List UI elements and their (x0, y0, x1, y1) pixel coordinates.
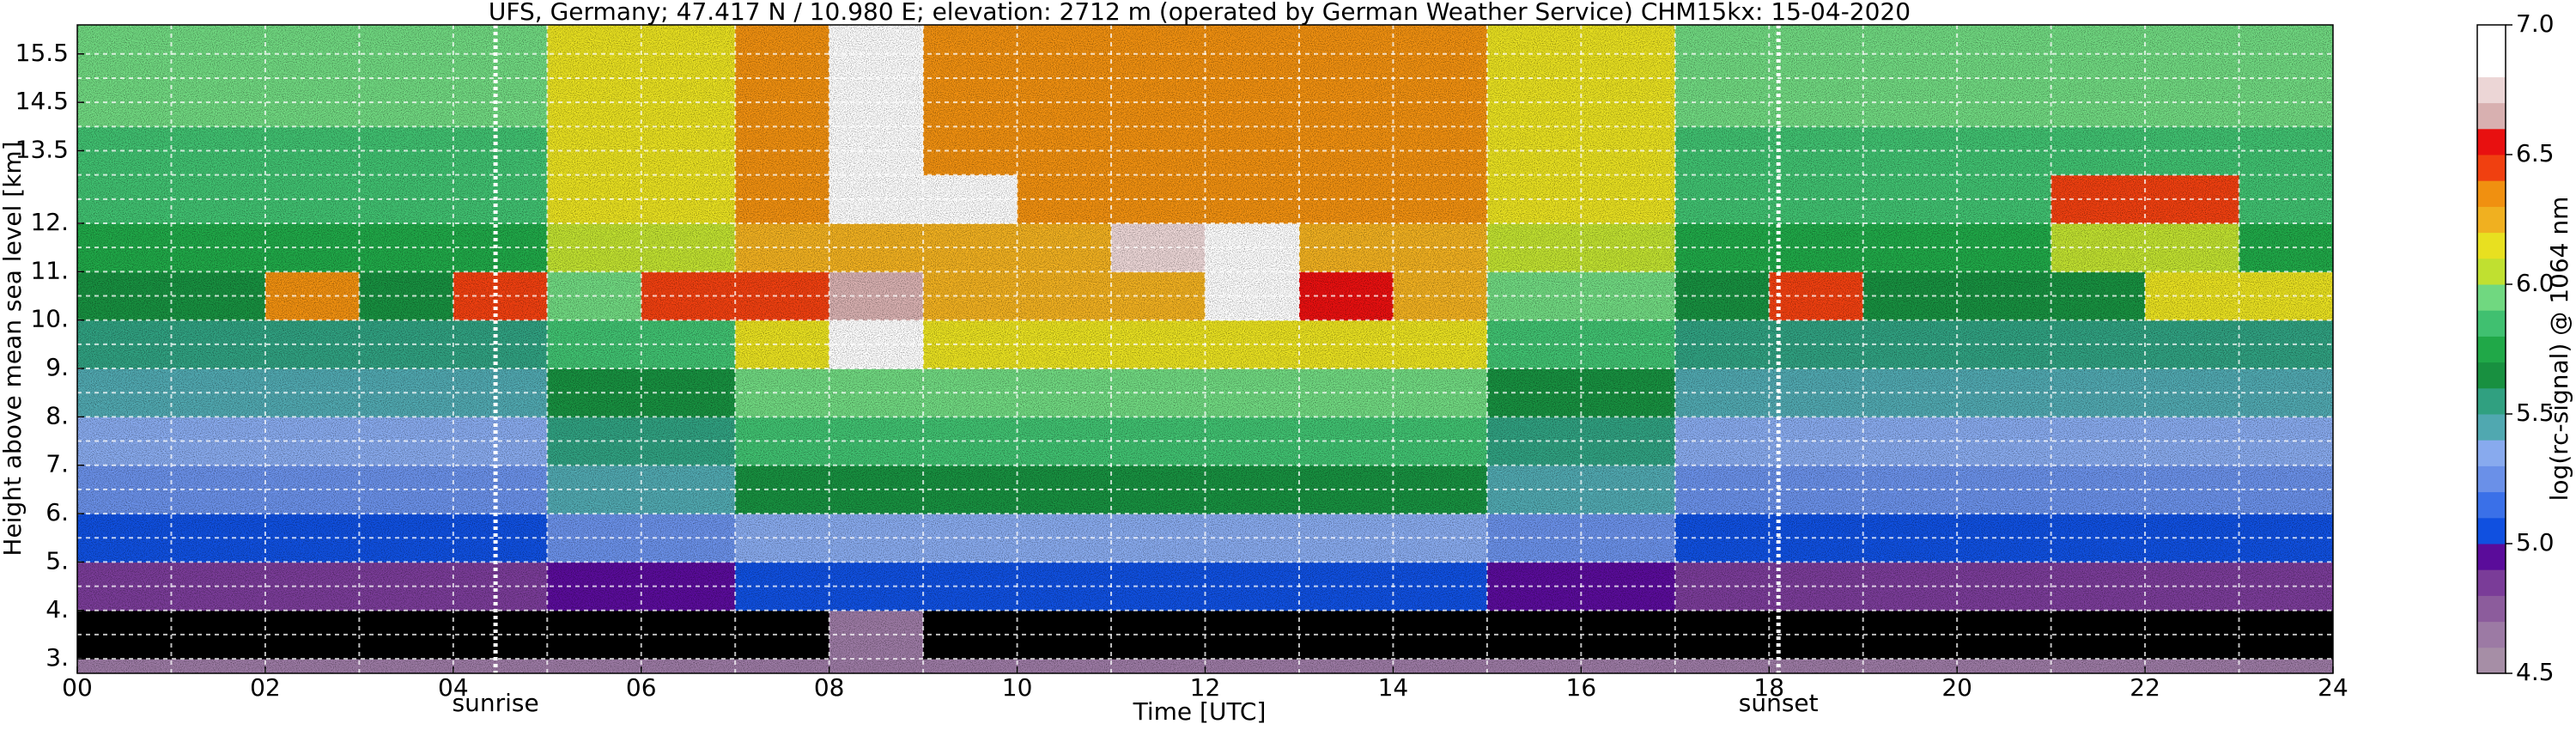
colorbar-swatch (2477, 102, 2506, 130)
colorbar-tick-label: 6.5 (2516, 139, 2555, 167)
x-tick-label: 06 (626, 673, 657, 702)
colorbar-swatch (2477, 310, 2506, 337)
x-tick-label: 08 (814, 673, 845, 702)
x-tick-label: 18 (1753, 673, 1784, 702)
y-tick-label: 7. (46, 450, 69, 478)
colorbar-swatch (2477, 51, 2506, 77)
x-tick-label: 14 (1378, 673, 1409, 702)
y-tick-label: 8. (46, 401, 69, 429)
colorbar-swatch (2477, 258, 2506, 285)
x-tick-label: 10 (1002, 673, 1033, 702)
colorbar-tick-label: 5.5 (2516, 398, 2555, 427)
colorbar-swatch (2477, 595, 2506, 623)
x-tick-label: 00 (62, 673, 93, 702)
colorbar-tick-label: 7.0 (2516, 9, 2555, 38)
colorbar-label: log(rc-signal) @ 1064 nm (2545, 197, 2573, 502)
colorbar-swatch (2477, 621, 2506, 648)
colorbar-tick-label: 4.5 (2516, 658, 2555, 686)
y-tick-label: 6. (46, 498, 69, 526)
colorbar-swatch (2477, 284, 2506, 311)
y-tick-label: 4. (46, 595, 69, 624)
y-tick-label: 3. (46, 643, 69, 672)
y-tick-label: 9. (46, 353, 69, 381)
colorbar-swatch (2477, 336, 2506, 363)
x-tick-label: 16 (1566, 673, 1597, 702)
colorbar-swatch (2477, 362, 2506, 389)
x-tick-label: 04 (438, 673, 469, 702)
colorbar-swatch (2477, 414, 2506, 441)
x-axis-label: Time [UTC] (1133, 697, 1267, 726)
y-tick-label: 12. (30, 208, 69, 236)
noise-texture (77, 25, 2333, 673)
x-tick-label: 20 (1941, 673, 1972, 702)
colorbar-swatch (2477, 491, 2506, 519)
colorbar-swatch (2477, 128, 2506, 155)
colorbar-tick-label: 6.0 (2516, 269, 2555, 297)
colorbar-swatch (2477, 155, 2506, 181)
colorbar-swatch (2477, 569, 2506, 596)
y-tick-label: 13.5 (15, 135, 69, 163)
colorbar-swatch (2477, 25, 2506, 52)
annotation-label: sunrise (452, 689, 538, 717)
colorbar-swatch (2477, 544, 2506, 570)
colorbar-swatch (2477, 387, 2506, 415)
y-tick-label: 14.5 (15, 87, 69, 115)
colorbar-swatch (2477, 517, 2506, 544)
colorbar-swatch (2477, 180, 2506, 207)
x-tick-label: 24 (2318, 673, 2348, 702)
y-tick-label: 11. (30, 256, 69, 284)
x-tick-label: 02 (250, 673, 281, 702)
chart-title: UFS, Germany; 47.417 N / 10.980 E; eleva… (489, 0, 1911, 26)
x-tick-label: 22 (2129, 673, 2160, 702)
colorbar-swatch (2477, 76, 2506, 104)
y-tick-label: 5. (46, 546, 69, 575)
y-tick-label: 10. (30, 305, 69, 333)
colorbar-swatch (2477, 440, 2506, 466)
colorbar-swatch (2477, 206, 2506, 234)
y-tick-label: 15.5 (15, 39, 69, 67)
colorbar-tick-label: 5.0 (2516, 528, 2555, 557)
annotation-label: sunset (1739, 689, 1819, 717)
y-axis-label: Height above mean sea level [km] (0, 141, 27, 556)
x-tick-label: 12 (1190, 673, 1221, 702)
colorbar-frame (2476, 24, 2506, 674)
colorbar-swatch (2477, 465, 2506, 493)
colorbar-swatch (2477, 647, 2506, 674)
colorbar-swatch (2477, 232, 2506, 259)
